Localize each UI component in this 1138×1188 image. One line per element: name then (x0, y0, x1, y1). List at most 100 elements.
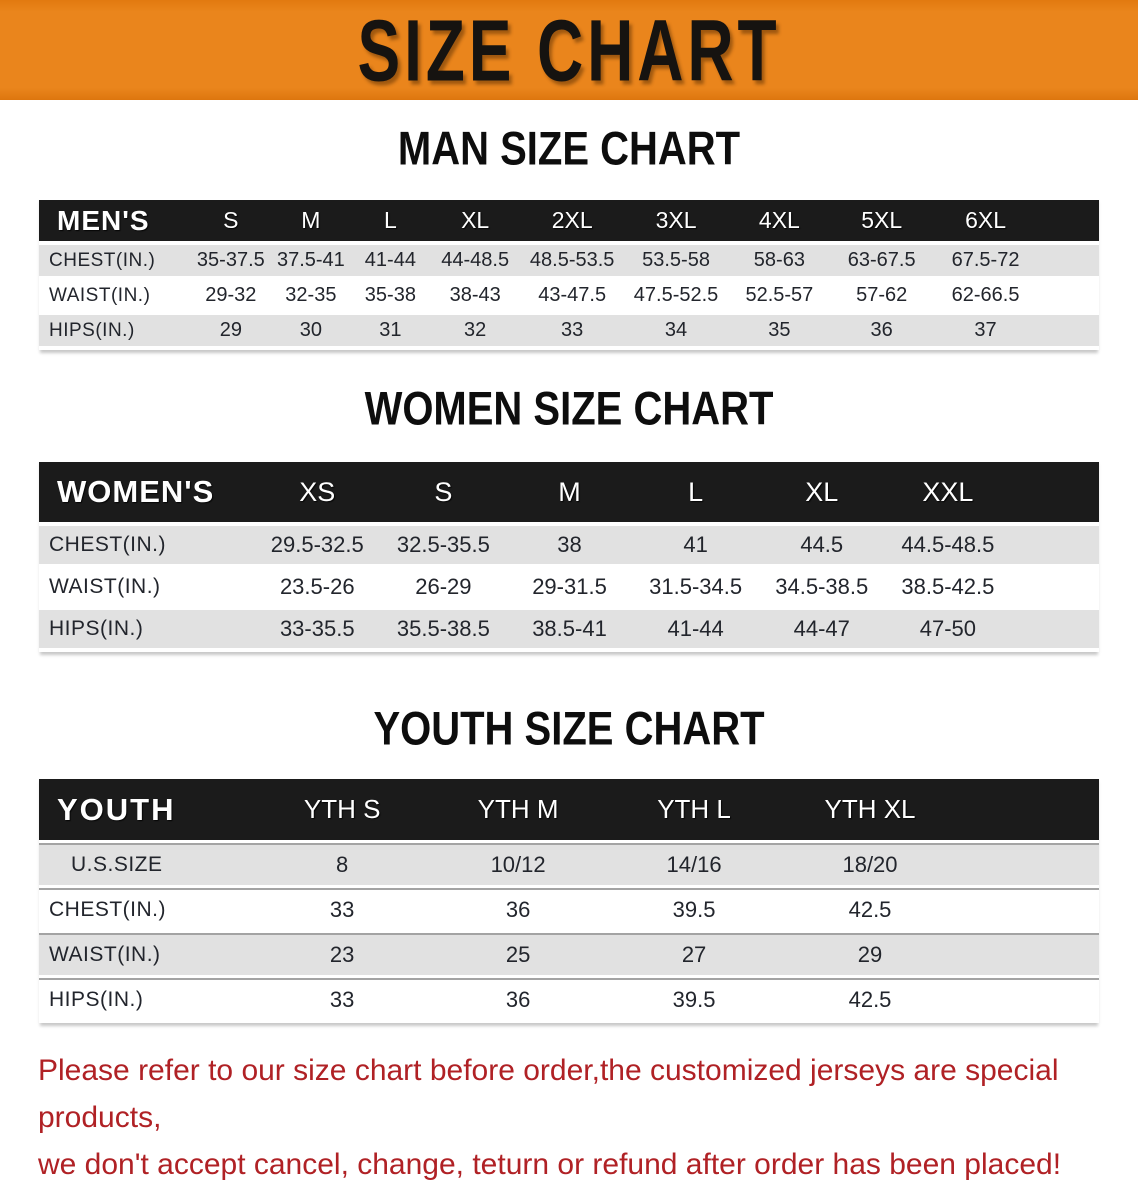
size-cell: 38.5-42.5 (884, 568, 1011, 606)
size-cell: 31.5-34.5 (632, 568, 759, 606)
spacer-cell (1010, 610, 1099, 648)
size-cell: 38.5-41 (506, 610, 633, 648)
spacer-cell (957, 933, 1099, 975)
men-hips-row: HIPS(IN.) 29 30 31 32 33 34 35 36 37 (39, 315, 1099, 346)
size-col-header: 5XL (830, 200, 933, 241)
size-cell: 39.5 (606, 978, 783, 1020)
youth-ussize-row: U.S.SIZE 8 10/12 14/16 18/20 (39, 843, 1099, 885)
women-size-table: WOMEN'S XS S M L XL XXL CHEST(IN.) 29.5-… (39, 458, 1099, 652)
men-section-title: MAN SIZE CHART (397, 123, 741, 175)
size-cell: 33 (254, 978, 431, 1020)
size-cell: 58-63 (727, 245, 831, 276)
size-cell: 36 (830, 315, 933, 346)
size-cell: 35-37.5 (190, 245, 272, 276)
size-col-header: YTH S (254, 779, 431, 840)
row-label: U.S.SIZE (39, 843, 255, 885)
row-label: CHEST(IN.) (39, 888, 255, 930)
size-cell: 10/12 (430, 843, 607, 885)
size-cell: 47-50 (884, 610, 1011, 648)
spacer-cell (957, 779, 1099, 840)
size-col-header: M (271, 200, 351, 241)
size-col-header: 4XL (727, 200, 831, 241)
women-table-label: WOMEN'S (39, 462, 255, 522)
size-col-header: L (350, 200, 431, 241)
spacer-cell (1038, 280, 1099, 311)
size-cell: 32-35 (271, 280, 351, 311)
size-cell: 27 (606, 933, 783, 975)
size-cell: 48.5-53.5 (520, 245, 625, 276)
size-col-header: XXL (884, 462, 1011, 522)
size-cell: 30 (271, 315, 351, 346)
spacer-cell (1010, 462, 1099, 522)
size-cell: 41 (632, 526, 759, 564)
youth-chest-row: CHEST(IN.) 33 36 39.5 42.5 (39, 888, 1099, 930)
spacer-cell (957, 843, 1099, 885)
disclaimer-line-2: we don't accept cancel, change, teturn o… (38, 1148, 1062, 1181)
size-col-header: YTH L (606, 779, 783, 840)
size-cell: 23 (254, 933, 431, 975)
size-cell: 44.5-48.5 (884, 526, 1011, 564)
size-col-header: 2XL (520, 200, 625, 241)
disclaimer-note: Please refer to our size chart before or… (38, 1047, 1108, 1188)
size-cell: 29-32 (190, 280, 272, 311)
size-col-header: 6XL (932, 200, 1039, 241)
size-col-header: YTH M (430, 779, 607, 840)
youth-header-row: YOUTH YTH S YTH M YTH L YTH XL (39, 779, 1099, 840)
size-cell: 26-29 (380, 568, 507, 606)
size-cell: 8 (254, 843, 431, 885)
spacer-cell (1010, 526, 1099, 564)
women-section-title: WOMEN SIZE CHART (364, 383, 774, 435)
size-cell: 35 (727, 315, 831, 346)
disclaimer-line-1: Please refer to our size chart before or… (38, 1054, 1059, 1134)
spacer-cell (1010, 568, 1099, 606)
size-cell: 29 (782, 933, 958, 975)
spacer-cell (1038, 245, 1099, 276)
row-label: WAIST(IN.) (39, 280, 191, 311)
size-cell: 32 (430, 315, 521, 346)
women-header-row: WOMEN'S XS S M L XL XXL (39, 462, 1099, 522)
spacer-cell (957, 888, 1099, 930)
size-cell: 36 (430, 978, 607, 1020)
men-table-label: MEN'S (39, 200, 191, 241)
men-chest-row: CHEST(IN.) 35-37.5 37.5-41 41-44 44-48.5… (39, 245, 1099, 276)
size-cell: 67.5-72 (932, 245, 1039, 276)
size-cell: 25 (430, 933, 607, 975)
size-cell: 53.5-58 (624, 245, 728, 276)
size-cell: 37.5-41 (271, 245, 351, 276)
size-cell: 57-62 (830, 280, 933, 311)
size-cell: 33-35.5 (254, 610, 381, 648)
size-cell: 52.5-57 (727, 280, 831, 311)
spacer-cell (1038, 200, 1099, 241)
men-size-table: MEN'S S M L XL 2XL 3XL 4XL 5XL 6XL CHEST… (39, 196, 1099, 350)
size-col-header: S (190, 200, 272, 241)
size-cell: 23.5-26 (254, 568, 381, 606)
size-cell: 39.5 (606, 888, 783, 930)
row-label: HIPS(IN.) (39, 978, 255, 1020)
size-cell: 36 (430, 888, 607, 930)
size-cell: 43-47.5 (520, 280, 625, 311)
size-cell: 18/20 (782, 843, 958, 885)
youth-section-title: YOUTH SIZE CHART (373, 703, 765, 755)
size-cell: 44-47 (758, 610, 885, 648)
women-hips-row: HIPS(IN.) 33-35.5 35.5-38.5 38.5-41 41-4… (39, 610, 1099, 648)
women-chest-row: CHEST(IN.) 29.5-32.5 32.5-35.5 38 41 44.… (39, 526, 1099, 564)
women-size-section: WOMEN SIZE CHART WOMEN'S XS S M L XL XXL (0, 383, 1138, 652)
size-cell: 29.5-32.5 (254, 526, 381, 564)
banner: SIZE CHART (0, 0, 1138, 100)
men-size-section: MAN SIZE CHART MEN'S S M L XL 2XL 3XL 4X… (0, 123, 1138, 350)
size-cell: 41-44 (350, 245, 431, 276)
size-cell: 14/16 (606, 843, 783, 885)
size-cell: 42.5 (782, 888, 958, 930)
spacer-cell (957, 978, 1099, 1020)
size-cell: 44-48.5 (430, 245, 521, 276)
size-cell: 29 (190, 315, 272, 346)
banner-title: SIZE CHART (357, 1, 781, 99)
youth-table-label: YOUTH (39, 779, 255, 840)
size-col-header: M (506, 462, 633, 522)
men-waist-row: WAIST(IN.) 29-32 32-35 35-38 38-43 43-47… (39, 280, 1099, 311)
women-waist-row: WAIST(IN.) 23.5-26 26-29 29-31.5 31.5-34… (39, 568, 1099, 606)
size-col-header: YTH XL (782, 779, 958, 840)
row-label: CHEST(IN.) (39, 245, 191, 276)
row-label: HIPS(IN.) (39, 315, 191, 346)
